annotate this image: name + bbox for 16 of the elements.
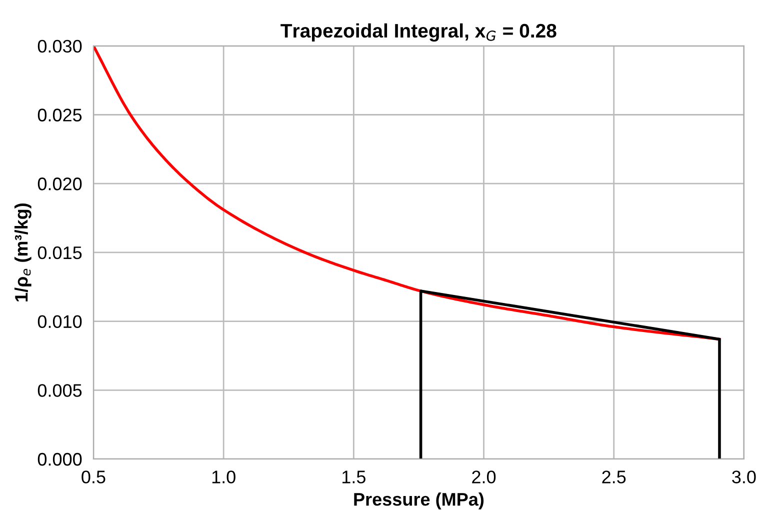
x-tick-label: 1.5: [342, 470, 366, 484]
y-tick-label: 0.000: [38, 452, 82, 466]
x-tick-label: 0.5: [82, 470, 106, 484]
y-tick-label: 0.010: [38, 315, 82, 328]
x-axis-title: Pressure (MPa): [354, 492, 484, 510]
x-tick-label: 1.0: [212, 470, 236, 484]
x-tick-label: 2.0: [472, 470, 496, 484]
y-tick-label: 0.030: [38, 40, 82, 53]
chart-title: Trapezoidal Integral, x$_{G}$ = 0.28: [280, 23, 556, 42]
y-tick-label: 0.025: [38, 108, 82, 122]
y-axis-title: 1/ρ$_{e}$ (m³/kg): [14, 203, 32, 302]
y-tick-label: 0.015: [38, 246, 82, 260]
x-tick-label: 2.5: [602, 470, 626, 484]
x-tick-label: 3.0: [732, 470, 756, 484]
y-tick-label: 0.005: [38, 384, 82, 397]
y-tick-label: 0.020: [38, 178, 82, 190]
